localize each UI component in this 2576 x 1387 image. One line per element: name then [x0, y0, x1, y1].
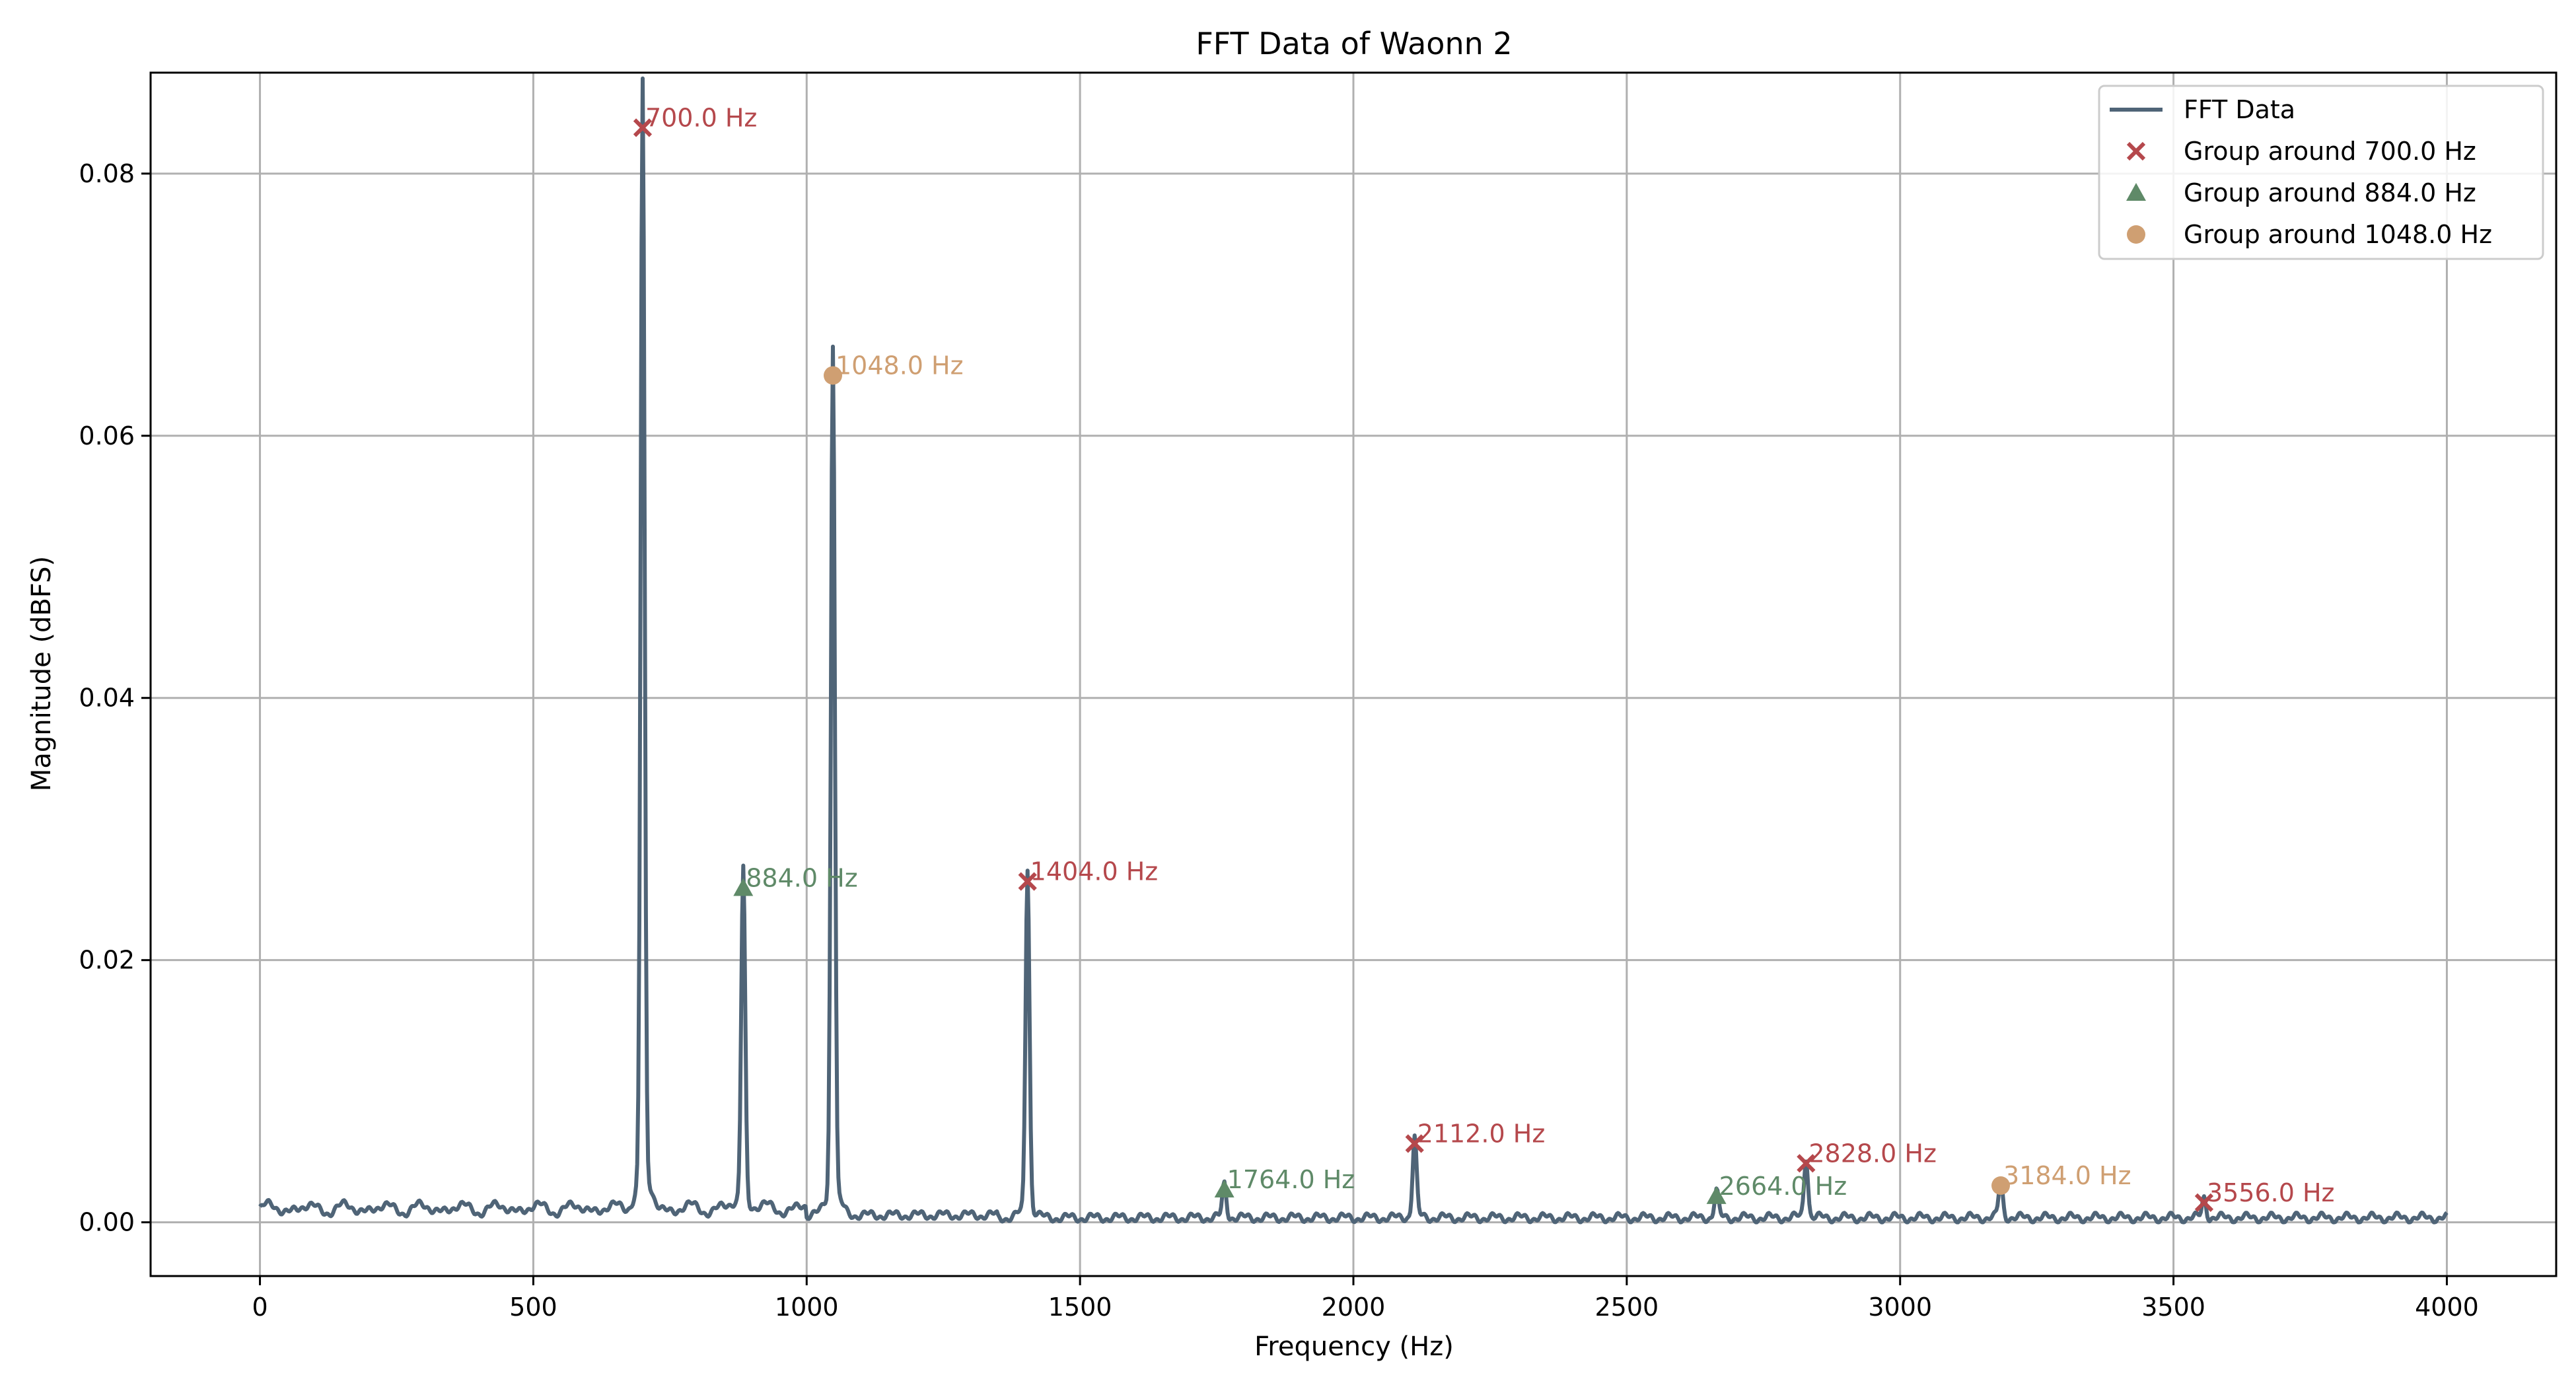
peak-label: 1048.0 Hz — [836, 351, 964, 380]
peak-marker — [1214, 1180, 1234, 1198]
legend-entry-label: Group around 700.0 Hz — [2184, 137, 2476, 166]
peak-marker — [633, 118, 653, 137]
x-tick-label: 3500 — [2141, 1293, 2205, 1322]
x-axis-label: Frequency (Hz) — [1254, 1332, 1454, 1362]
legend-box — [2098, 85, 2544, 260]
peak-label: 884.0 Hz — [746, 864, 857, 893]
x-tick-label: 3000 — [1868, 1293, 1932, 1322]
x-tick-label: 500 — [509, 1293, 557, 1322]
y-tick-label: 0.06 — [79, 421, 135, 450]
tick-layer: 0 500 1000 1500 2000 2500 3000 3500 4000 0.00 0.02… — [79, 159, 2478, 1322]
x-tick-label: 1500 — [1048, 1293, 1112, 1322]
y-tick-label: 0.04 — [79, 684, 135, 713]
x-tick-label: 4000 — [2415, 1293, 2479, 1322]
legend-entry-label: FFT Data — [2184, 95, 2295, 124]
peak-marker — [1706, 1186, 1727, 1204]
peak-marker — [733, 878, 754, 896]
peak-marker — [1405, 1134, 1424, 1153]
legend-entry-label: Group around 1048.0 Hz — [2184, 220, 2492, 249]
y-tick-label: 0.00 — [79, 1208, 135, 1237]
chart-title: FFT Data of Waonn 2 — [1196, 26, 1512, 61]
legend-marker-swatch — [2126, 141, 2146, 161]
y-tick-label: 0.02 — [79, 946, 135, 975]
peak-label: 3184.0 Hz — [2003, 1161, 2131, 1190]
x-tick-label: 2500 — [1595, 1293, 1659, 1322]
x-tick-label: 2000 — [1322, 1293, 1386, 1322]
x-tick-label: 0 — [252, 1293, 268, 1322]
peak-label: 1764.0 Hz — [1227, 1165, 1355, 1194]
peak-marker — [824, 366, 843, 385]
peak-marker — [2194, 1193, 2214, 1212]
y-tick-label: 0.08 — [79, 159, 135, 188]
peak-label: 700.0 Hz — [645, 103, 757, 132]
peak-marker — [1797, 1154, 1816, 1173]
peak-marker — [1991, 1176, 2011, 1195]
peak-label: 2112.0 Hz — [1417, 1120, 1546, 1149]
peak-label: 2664.0 Hz — [1719, 1172, 1847, 1201]
fft-series-line — [258, 76, 2449, 1225]
data-layer: 700.0 Hz 1404.0 Hz 2112.0 Hz 2828.0 Hz 3556.… — [258, 76, 2449, 1225]
y-axis-label: Magnitude (dBFS) — [26, 556, 57, 791]
legend: FFT Data Group around 700.0 Hz Group aroun… — [2098, 85, 2544, 260]
peak-label: 1404.0 Hz — [1030, 857, 1159, 886]
legend-entry-label: Group around 884.0 Hz — [2184, 178, 2476, 207]
legend-marker-swatch — [2126, 183, 2146, 201]
peak-marker — [1018, 872, 1037, 891]
peak-label: 3556.0 Hz — [2207, 1178, 2335, 1207]
legend-marker-swatch — [2127, 225, 2145, 244]
peak-label: 2828.0 Hz — [1808, 1139, 1937, 1168]
x-tick-label: 1000 — [775, 1293, 839, 1322]
